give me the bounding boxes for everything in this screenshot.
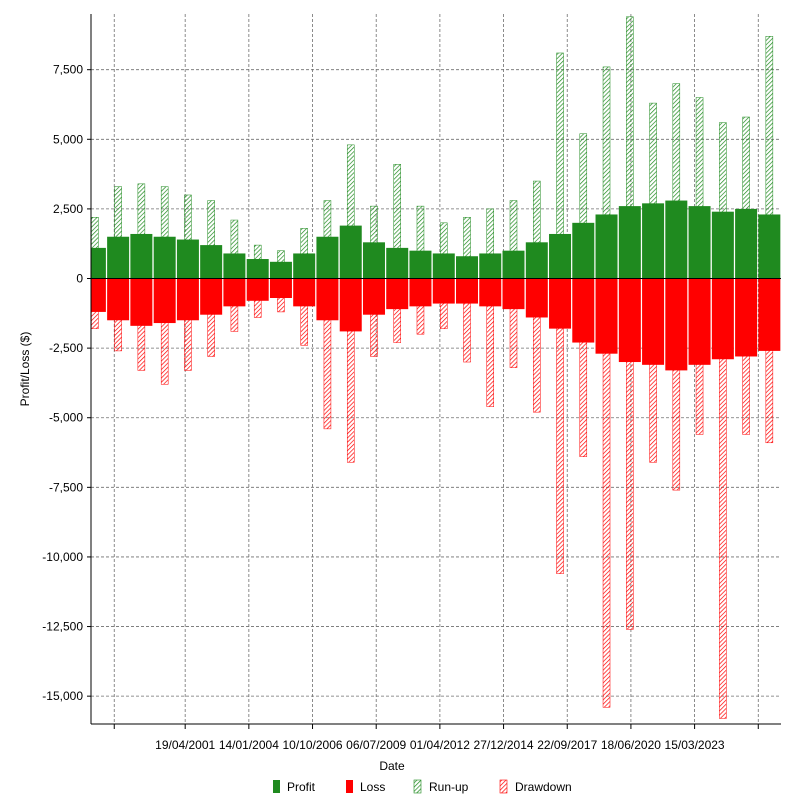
bar-profit: [362, 242, 385, 279]
bar-loss: [386, 278, 409, 310]
legend-swatch-run-up: [413, 779, 422, 794]
bar-loss: [200, 278, 223, 315]
bar-loss: [758, 278, 781, 351]
x-tick-label: 01/04/2012: [410, 738, 470, 752]
y-tick-label: 7,500: [53, 63, 83, 77]
y-tick-label: -10,000: [42, 550, 83, 564]
x-tick-label: 18/06/2020: [601, 738, 661, 752]
bar-profit: [223, 253, 246, 279]
y-tick-label: -7,500: [49, 480, 83, 494]
bar-profit: [409, 250, 432, 279]
y-tick-label: 2,500: [53, 202, 83, 216]
bar-loss: [409, 278, 432, 307]
bar-profit: [525, 242, 548, 279]
bar-loss: [642, 278, 665, 365]
bar-loss: [432, 278, 455, 304]
bar-loss: [130, 278, 153, 326]
bars-layer: [91, 16, 781, 719]
bar-loss: [665, 278, 688, 371]
bar-loss: [618, 278, 641, 363]
y-axis-ticks: 7,500 5,000 2,500 0 -2,500 -5,000 -7,500 -10,00…: [42, 63, 91, 703]
bar-loss: [316, 278, 339, 321]
bar-loss: [711, 278, 734, 360]
x-tick-label: 14/01/2004: [219, 738, 279, 752]
bar-profit: [711, 211, 734, 279]
bar-profit: [758, 214, 781, 279]
x-tick-label: 27/12/2014: [474, 738, 534, 752]
x-tick-label: 15/03/2023: [665, 738, 725, 752]
legend-swatch-drawdown: [499, 779, 508, 794]
legend-label-profit: Profit: [287, 780, 316, 794]
bar-loss: [735, 278, 758, 357]
bar-profit: [432, 253, 455, 279]
bar-profit: [735, 208, 758, 279]
legend-swatch-loss: [346, 780, 353, 793]
bar-loss: [153, 278, 176, 324]
bar-profit: [130, 233, 153, 279]
bar-loss: [269, 278, 292, 298]
bar-profit: [688, 206, 711, 279]
bar-profit: [386, 247, 409, 279]
bar-profit: [200, 245, 223, 279]
legend-item-loss[interactable]: Loss: [346, 780, 385, 794]
legend-item-run-up[interactable]: Run-up: [413, 779, 469, 794]
bar-profit: [316, 236, 339, 279]
bar-profit: [549, 233, 572, 279]
bar-profit: [246, 259, 269, 279]
x-tick-label: 19/04/2001: [155, 738, 215, 752]
x-tick-label: 10/10/2006: [282, 738, 342, 752]
bar-loss: [293, 278, 316, 307]
bar-loss: [246, 278, 269, 301]
bar-profit: [269, 261, 292, 279]
legend-label-loss: Loss: [360, 780, 385, 794]
y-tick-label: 5,000: [53, 132, 83, 146]
legend-label-drawdown: Drawdown: [515, 780, 572, 794]
y-tick-label: -15,000: [42, 689, 83, 703]
bar-loss: [525, 278, 548, 318]
bar-loss: [176, 278, 199, 321]
legend-label-run-up: Run-up: [429, 780, 469, 794]
x-axis-title: Date: [379, 759, 405, 773]
x-tick-label: 22/09/2017: [537, 738, 597, 752]
y-tick-label: -2,500: [49, 341, 83, 355]
bar-profit: [665, 200, 688, 279]
legend-item-drawdown[interactable]: Drawdown: [499, 779, 572, 794]
bar-loss: [595, 278, 618, 354]
bar-profit: [176, 239, 199, 279]
legend-item-profit[interactable]: Profit: [273, 780, 316, 794]
bar-profit: [642, 203, 665, 279]
bar-loss: [91, 278, 106, 312]
bar-loss: [502, 278, 525, 310]
bar-profit: [339, 225, 362, 279]
bar-profit: [502, 250, 525, 279]
bar-profit: [293, 253, 316, 279]
bar-profit: [153, 236, 176, 279]
bar-loss: [456, 278, 479, 304]
y-tick-label: -12,500: [42, 620, 83, 634]
bar-loss: [479, 278, 502, 307]
y-tick-label: 0: [76, 272, 83, 286]
bar-profit: [618, 206, 641, 279]
bar-profit: [479, 253, 502, 279]
bar-profit: [572, 222, 595, 279]
bar-loss: [549, 278, 572, 329]
bar-loss: [223, 278, 246, 307]
legend-swatch-profit: [273, 780, 280, 793]
bar-profit: [91, 247, 106, 279]
bar-loss: [339, 278, 362, 332]
bar-loss: [362, 278, 385, 315]
bar-loss: [688, 278, 711, 365]
bar-loss: [572, 278, 595, 343]
y-tick-label: -5,000: [49, 411, 83, 425]
x-axis-ticks: 19/04/2001 14/01/2004 10/10/2006 06/07/2009…: [113, 724, 759, 752]
y-axis-title: Profit/Loss ($): [18, 332, 32, 407]
bar-loss: [107, 278, 130, 321]
legend: Profit Loss Run-up Drawdown: [273, 779, 572, 794]
bar-profit: [456, 256, 479, 279]
bar-profit: [595, 214, 618, 279]
x-tick-label: 06/07/2009: [346, 738, 406, 752]
bar-profit: [107, 236, 130, 279]
